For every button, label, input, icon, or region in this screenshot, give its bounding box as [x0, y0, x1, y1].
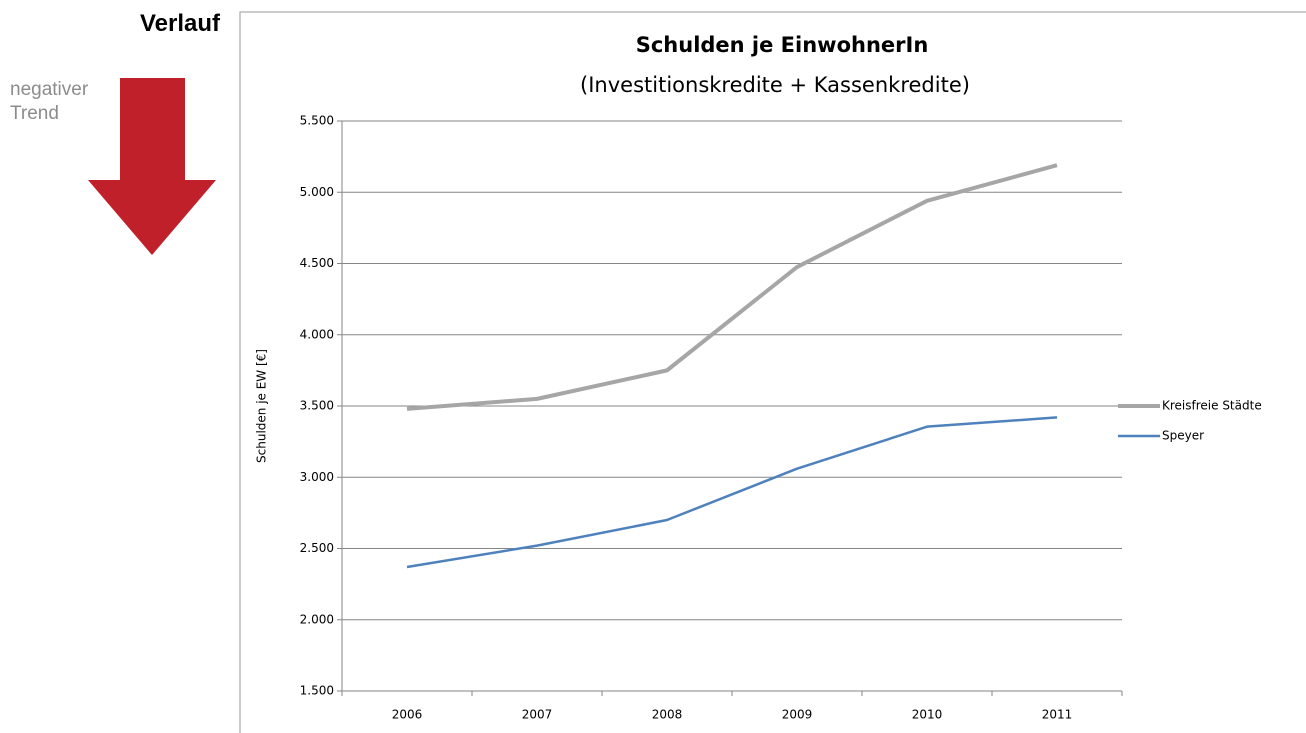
y-tick-label: 2.500	[300, 541, 334, 555]
y-tick-label: 2.000	[300, 612, 334, 626]
x-tick-label: 2010	[912, 708, 943, 722]
series-line	[406, 416, 1058, 569]
x-tick-label: 2008	[652, 708, 683, 722]
side-heading: Verlauf	[139, 10, 220, 37]
trend-arrow	[88, 78, 216, 255]
side-note: negativer Trend	[10, 79, 89, 124]
y-tick-label: 4.500	[300, 256, 334, 270]
x-tick-label: 2007	[522, 708, 553, 722]
y-tick-label: 5.000	[300, 185, 334, 199]
y-tick-label: 3.500	[300, 399, 334, 413]
series-line	[406, 163, 1058, 411]
chart-subtitle: (Investitionskredite + Kassenkredite)	[580, 73, 970, 97]
y-tick-label: 5.500	[300, 114, 334, 128]
x-tick-label: 2009	[782, 708, 813, 722]
y-tick-label: 4.000	[300, 327, 334, 341]
x-tick-label: 2011	[1042, 708, 1073, 722]
y-axis-label: Schulden je EW [€]	[255, 349, 269, 463]
legend-label: Kreisfreie Städte	[1162, 399, 1262, 413]
y-tick-label: 1.500	[300, 684, 334, 698]
chart-title: Schulden je EinwohnerIn	[636, 33, 929, 57]
x-tick-label: 2006	[392, 708, 423, 722]
legend-label: Speyer	[1162, 429, 1204, 443]
chart-frame	[239, 11, 1306, 733]
y-tick-label: 3.000	[300, 470, 334, 484]
